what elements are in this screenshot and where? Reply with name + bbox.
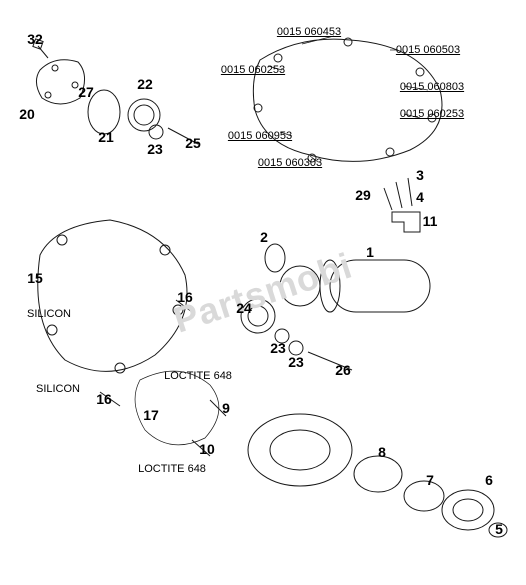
- callout-17: 17: [143, 407, 159, 423]
- callout-26: 26: [335, 362, 351, 378]
- note-loctite-648-a: LOCTITE 648: [164, 370, 232, 382]
- callout-20: 20: [19, 106, 35, 122]
- partno-0015-060503: 0015 060503: [396, 44, 460, 56]
- callout-22: 22: [137, 76, 153, 92]
- partno-0015-060253-b: 0015 060253: [400, 108, 464, 120]
- callout-16-a: 16: [177, 289, 193, 305]
- callout-6: 6: [485, 472, 493, 488]
- partno-0015-060253-a: 0015 060253: [221, 64, 285, 76]
- callout-21: 21: [98, 129, 114, 145]
- callout-32: 32: [27, 31, 43, 47]
- callout-27: 27: [78, 84, 94, 100]
- callout-9: 9: [222, 400, 230, 416]
- partno-0015-060953: 0015 060953: [228, 130, 292, 142]
- callout-29: 29: [355, 187, 371, 203]
- callout-2: 2: [260, 229, 268, 245]
- callout-15: 15: [27, 270, 43, 286]
- callout-23-c: 23: [288, 354, 304, 370]
- callout-23-b: 23: [270, 340, 286, 356]
- note-silicon-a: SILICON: [27, 308, 71, 320]
- callout-3: 3: [416, 167, 424, 183]
- partno-0015-060453: 0015 060453: [277, 26, 341, 38]
- note-loctite-648-b: LOCTITE 648: [138, 463, 206, 475]
- callout-10: 10: [199, 441, 215, 457]
- callout-11: 11: [423, 213, 438, 229]
- partno-0015-060303: 0015 060303: [258, 157, 322, 169]
- callout-8: 8: [378, 444, 386, 460]
- note-silicon-b: SILICON: [36, 383, 80, 395]
- callout-23-a: 23: [147, 141, 163, 157]
- callout-24: 24: [236, 300, 252, 316]
- callout-7: 7: [426, 472, 434, 488]
- callout-1: 1: [366, 244, 374, 260]
- callout-4: 4: [416, 189, 424, 205]
- callout-5: 5: [495, 521, 503, 537]
- callout-25: 25: [185, 135, 201, 151]
- partno-0015-060803: 0015 060803: [400, 81, 464, 93]
- callout-16-b: 16: [96, 391, 112, 407]
